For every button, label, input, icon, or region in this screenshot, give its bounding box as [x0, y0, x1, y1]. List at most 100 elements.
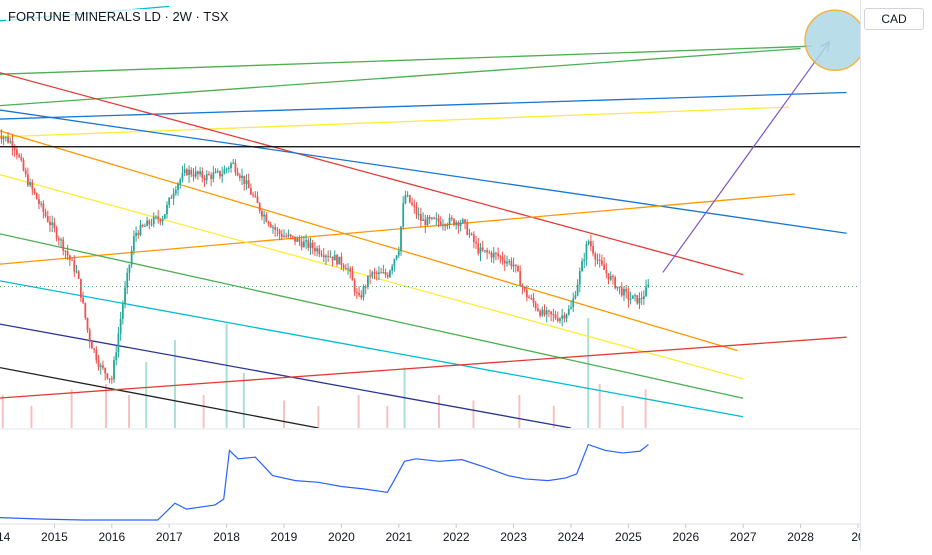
trend-line	[0, 107, 789, 137]
candle-body	[480, 248, 482, 254]
candle-body	[548, 310, 550, 311]
candle-body	[62, 240, 64, 251]
candle-body	[466, 222, 468, 234]
candle-body	[193, 175, 195, 177]
volume-bar	[622, 406, 624, 428]
candle-body	[446, 225, 448, 226]
x-tick-label: 2024	[558, 530, 585, 544]
x-tick-label: 2015	[41, 530, 68, 544]
price-axis-panel[interactable]	[860, 0, 932, 550]
candle-body	[82, 298, 84, 303]
candle-body	[3, 138, 5, 139]
candle-body	[522, 286, 524, 287]
x-tick-label: 2019	[271, 530, 298, 544]
candle-body	[305, 240, 307, 241]
x-tick-label: 2016	[98, 530, 125, 544]
candle-body	[552, 314, 554, 315]
candle-body	[84, 303, 86, 318]
candle-body	[475, 242, 477, 244]
candle-body	[175, 190, 177, 194]
x-tick-label: 2023	[500, 530, 527, 544]
candle-body	[515, 265, 517, 266]
candle-body	[473, 234, 475, 242]
currency-button[interactable]: CAD	[864, 8, 924, 30]
candle-body	[259, 203, 261, 211]
candle-body	[131, 251, 133, 265]
candle-body	[67, 251, 69, 255]
candle-body	[416, 207, 418, 214]
candle-body	[137, 233, 139, 235]
candle-body	[563, 315, 565, 318]
candle-body	[126, 273, 128, 288]
candle-body	[427, 217, 429, 225]
candle-body	[292, 236, 294, 237]
candle-body	[570, 307, 572, 309]
x-tick-label: 2028	[787, 530, 814, 544]
candle-body	[491, 253, 493, 258]
candle-body	[204, 178, 206, 180]
candle-body	[7, 137, 9, 143]
candle-body	[118, 334, 120, 353]
candle-body	[603, 264, 605, 270]
candle-body	[299, 239, 301, 242]
candle-body	[508, 261, 510, 262]
candle-body	[51, 222, 53, 225]
candle-body	[572, 299, 574, 308]
candle-body	[153, 217, 155, 224]
candle-body	[341, 257, 343, 265]
candle-body	[285, 236, 287, 237]
volume-bar	[128, 395, 130, 428]
candle-body	[495, 253, 497, 254]
candle-body	[374, 272, 376, 273]
candle-body	[358, 293, 360, 295]
candle-body	[272, 227, 274, 228]
candle-body	[524, 287, 526, 290]
candle-body	[440, 222, 442, 226]
candle-body	[623, 289, 625, 295]
candle-body	[352, 271, 354, 280]
candle-body	[100, 365, 102, 367]
trend-line	[0, 72, 743, 275]
candle-body	[230, 163, 232, 168]
x-tick-label: 2021	[385, 530, 412, 544]
candle-body	[148, 221, 150, 225]
candle-body	[451, 218, 453, 219]
candle-body	[555, 315, 557, 319]
candle-body	[321, 254, 323, 255]
candle-body	[630, 299, 632, 300]
candle-body	[488, 252, 490, 253]
candle-body	[312, 243, 314, 248]
candle-body	[177, 184, 179, 190]
candle-body	[133, 236, 135, 251]
candle-body	[409, 195, 411, 202]
candle-body	[144, 226, 146, 227]
candle-body	[89, 330, 91, 342]
candle-body	[393, 259, 395, 266]
candle-body	[279, 231, 281, 235]
candle-body	[636, 295, 638, 303]
candle-body	[23, 160, 25, 170]
volume-bar	[30, 406, 32, 428]
candle-body	[641, 298, 643, 299]
candle-body	[16, 149, 18, 155]
candle-body	[190, 170, 192, 175]
candle-body	[581, 261, 583, 271]
candle-body	[526, 290, 528, 298]
x-tick-label: 2017	[156, 530, 183, 544]
candle-body	[486, 250, 488, 252]
candle-body	[73, 260, 75, 271]
candle-body	[31, 182, 33, 189]
candle-body	[36, 193, 38, 199]
candle-body	[645, 287, 647, 297]
candle-body	[323, 255, 325, 257]
candle-body	[566, 314, 568, 318]
candle-body	[579, 271, 581, 284]
volume-bar	[283, 401, 285, 429]
candle-body	[252, 195, 254, 196]
candle-body	[254, 196, 256, 197]
candle-body	[268, 222, 270, 224]
candle-body	[438, 218, 440, 221]
candle-body	[228, 168, 230, 169]
candle-body	[539, 311, 541, 316]
